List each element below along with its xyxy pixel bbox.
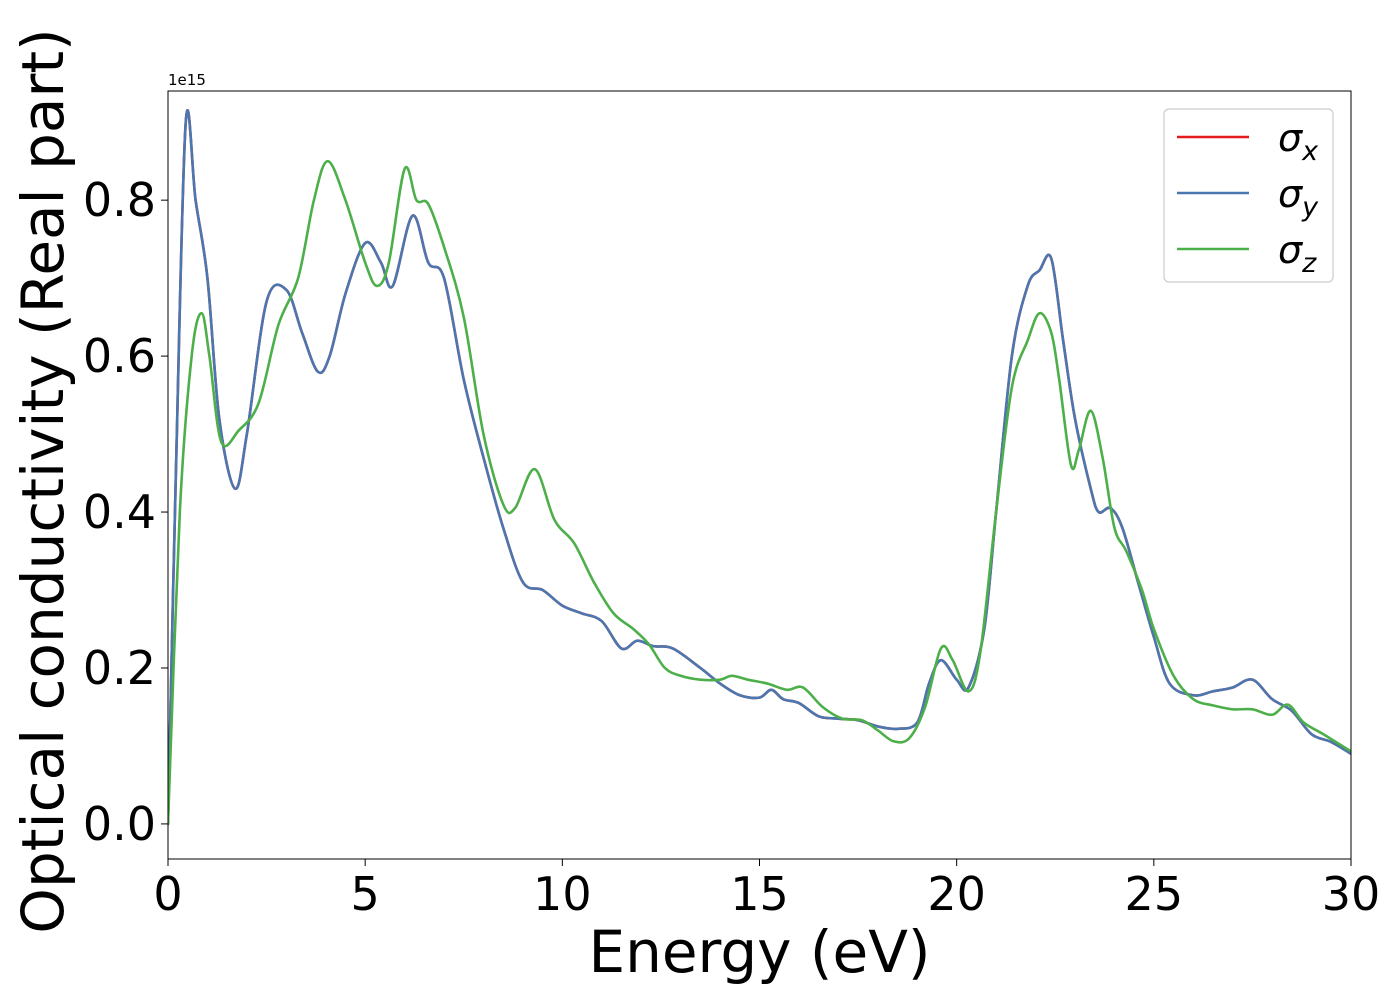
x-axis-label: Energy (eV) bbox=[588, 918, 930, 986]
offset-label: 1e15 bbox=[168, 71, 206, 89]
legend-label-y: σy bbox=[1278, 172, 1319, 223]
series-layer bbox=[168, 109, 1351, 826]
x-tick-label: 20 bbox=[927, 867, 986, 921]
y-axis-label: Optical conductivity (Real part) bbox=[9, 28, 77, 933]
legend-label-x: σx bbox=[1278, 116, 1319, 167]
ticks-layer: 0 5 10 15 20 25 30 0.0 0.2 0.4 0.6 0.8 bbox=[83, 173, 1380, 921]
x-tick-label: 0 bbox=[153, 867, 182, 921]
legend-label-z: σz bbox=[1278, 228, 1317, 279]
y-tick-label: 0.2 bbox=[83, 641, 156, 695]
y-tick-label: 0.6 bbox=[83, 329, 156, 383]
series-line-z bbox=[168, 159, 1351, 826]
x-tick-label: 5 bbox=[351, 867, 380, 921]
x-tick-label: 15 bbox=[730, 867, 789, 921]
y-tick-label: 0.0 bbox=[83, 797, 156, 851]
x-tick-label: 30 bbox=[1322, 867, 1381, 921]
legend-box bbox=[1163, 108, 1334, 283]
x-tick-label: 25 bbox=[1125, 867, 1184, 921]
y-tick-label: 0.4 bbox=[83, 485, 156, 539]
y-tick-label: 0.8 bbox=[83, 173, 156, 227]
x-tick-label: 10 bbox=[533, 867, 592, 921]
